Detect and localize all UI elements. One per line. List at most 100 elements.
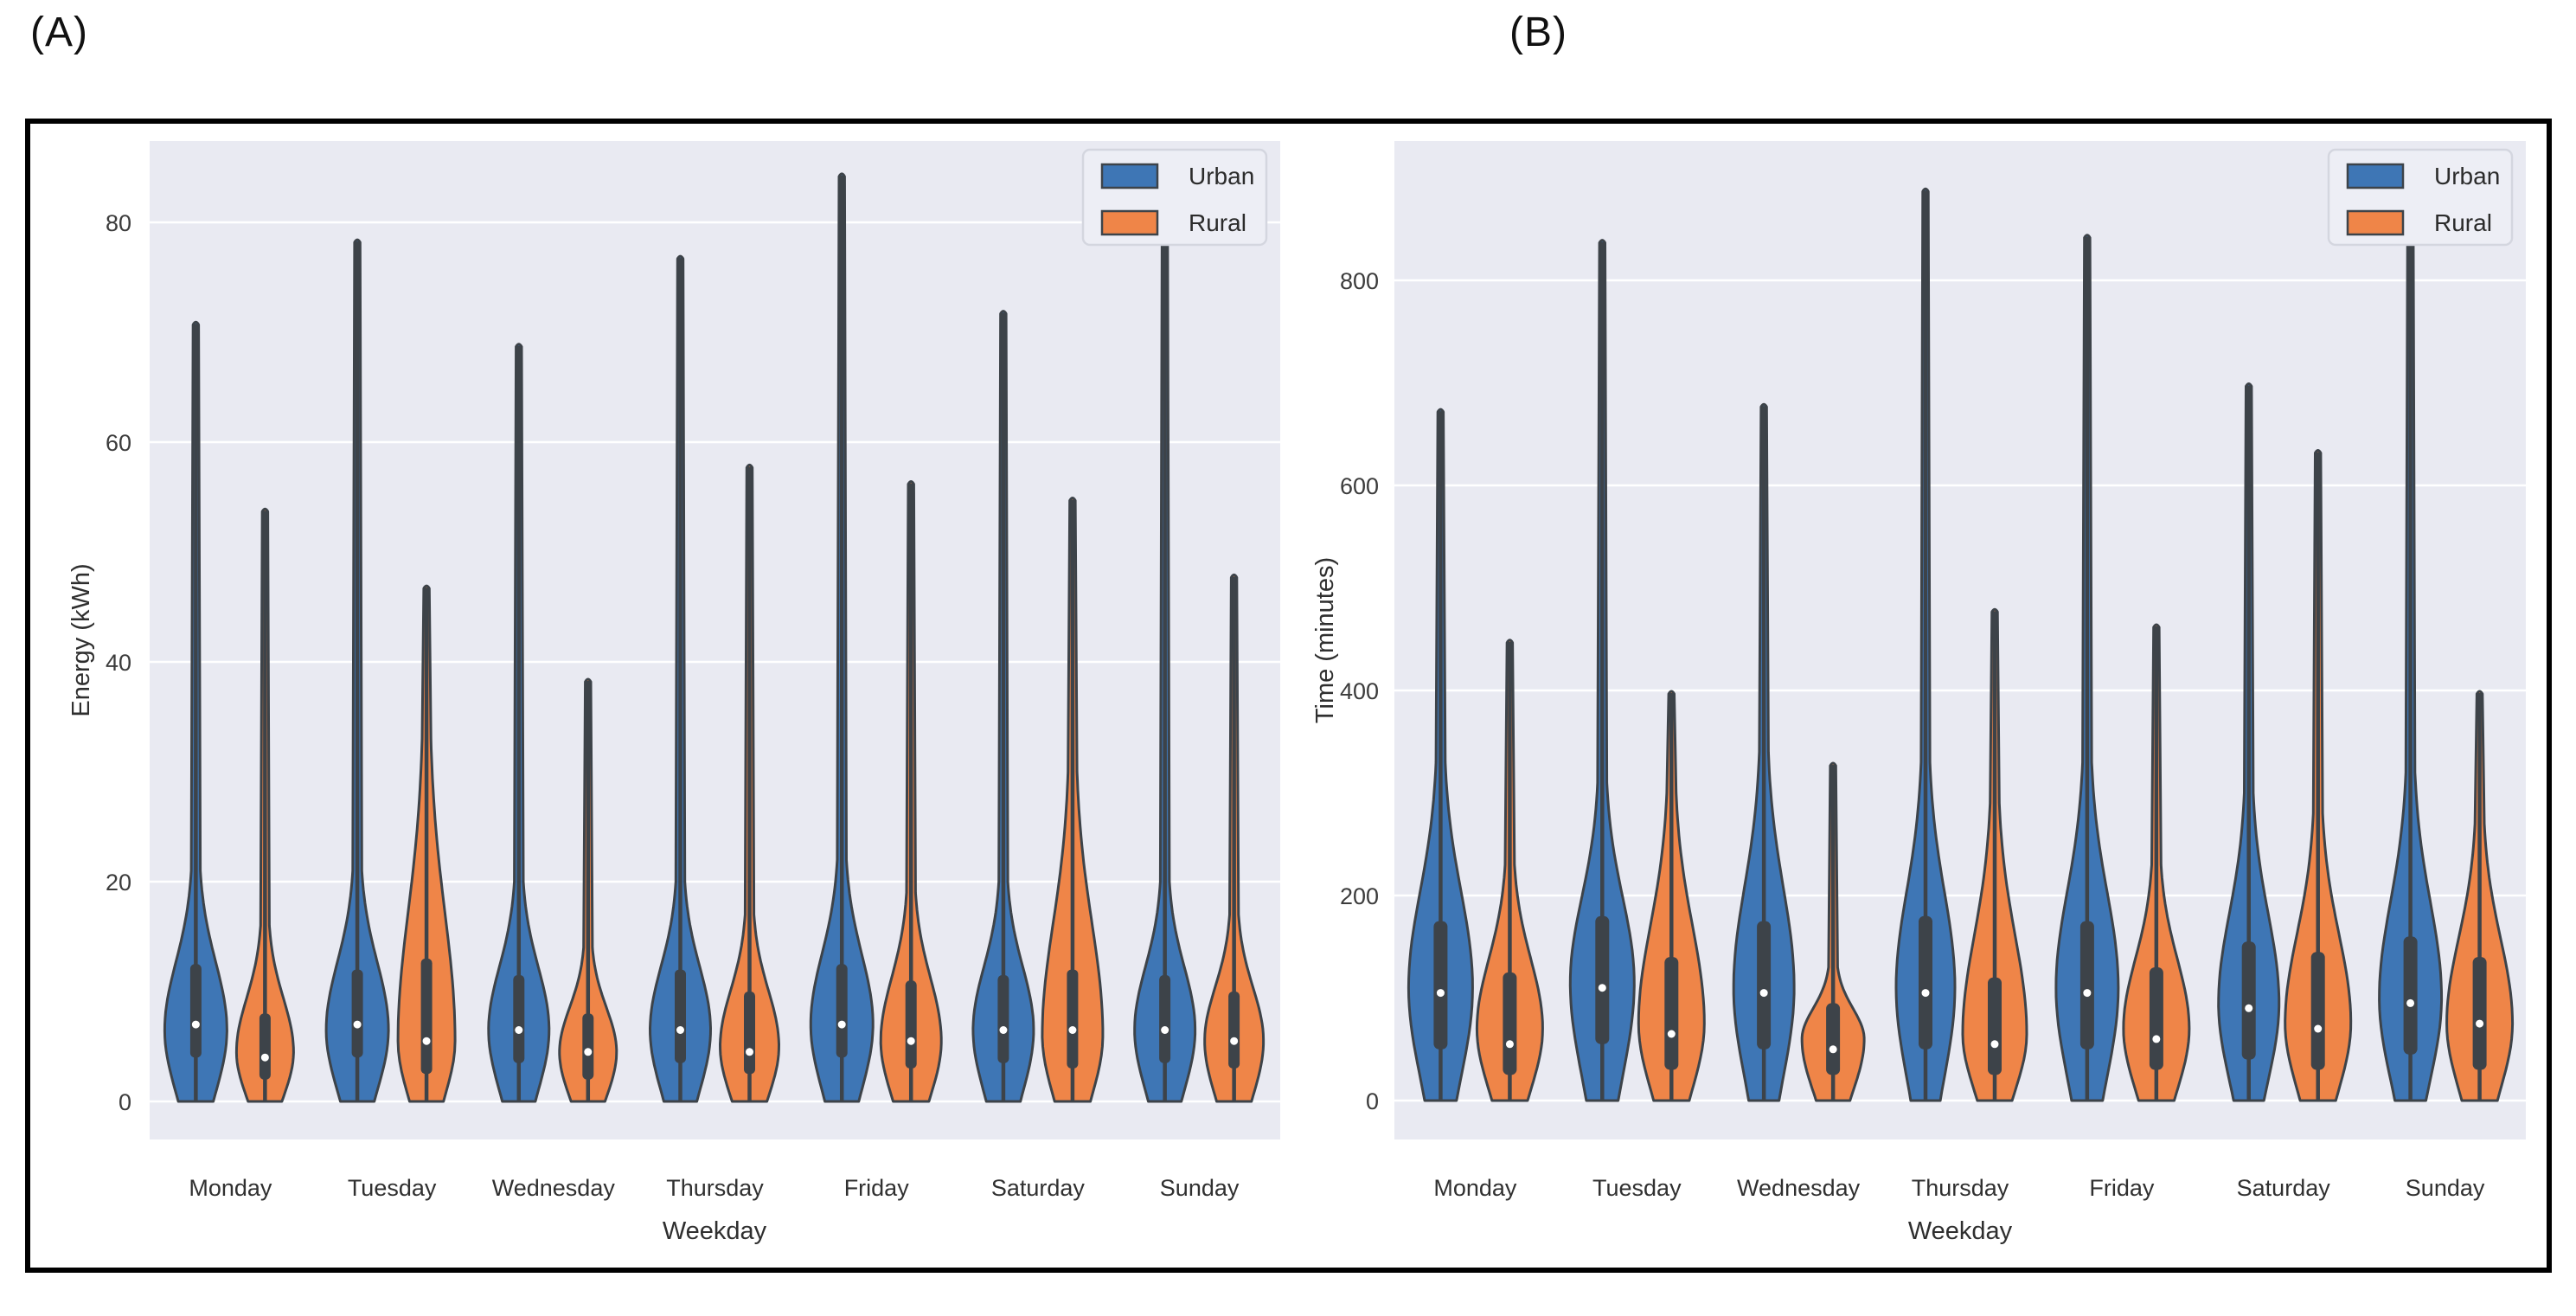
- x-tick-label-wednesday: Wednesday: [492, 1175, 616, 1201]
- panel-a-xlabel: Weekday: [663, 1217, 767, 1245]
- y-tick-label: 60: [106, 430, 131, 456]
- median-dot: [515, 1026, 523, 1034]
- x-tick-label-monday: Monday: [189, 1175, 272, 1201]
- x-tick-label-friday: Friday: [844, 1175, 910, 1201]
- violin-b-thursday-rural: [1961, 607, 2028, 1102]
- median-dot: [191, 1020, 200, 1029]
- median-dot: [2152, 1035, 2161, 1043]
- y-tick-label: 0: [1366, 1088, 1379, 1114]
- iqr-box: [997, 975, 1009, 1063]
- violin-a-monday-urban: [163, 320, 228, 1103]
- violin-b-tuesday-urban: [1568, 239, 1636, 1102]
- x-tick-label-tuesday: Tuesday: [348, 1175, 437, 1201]
- y-tick-label: 400: [1340, 678, 1379, 704]
- iqr-box: [2472, 957, 2487, 1070]
- violin-a-tuesday-rural: [396, 584, 457, 1103]
- panel-b-tick-labels: 0 200 400 600 800 Monday Tuesday Wednesday Thurs…: [1340, 268, 2485, 1201]
- iqr-box: [189, 964, 202, 1058]
- panel-a-label: (A): [30, 10, 88, 55]
- iqr-box: [2403, 936, 2418, 1055]
- iqr-box: [2079, 921, 2094, 1050]
- median-dot: [2083, 989, 2092, 998]
- violin-b-monday-rural: [1475, 639, 1544, 1102]
- median-dot: [1829, 1045, 1837, 1054]
- median-dot: [907, 1037, 915, 1045]
- iqr-box: [2149, 967, 2163, 1070]
- violin-a-wednesday-rural: [558, 677, 618, 1103]
- x-tick-label-sunday: Sunday: [2406, 1175, 2485, 1201]
- panel-a-plot-area: [150, 141, 1280, 1139]
- y-tick-label: 80: [106, 210, 131, 236]
- iqr-box: [513, 975, 525, 1063]
- violin-b-wednesday-rural: [1800, 761, 1866, 1102]
- panel-b-ylabel: Time (minutes): [1311, 557, 1339, 723]
- x-tick-label-wednesday: Wednesday: [1737, 1175, 1861, 1201]
- panel-b-label: (B): [1509, 10, 1567, 55]
- violin-b-thursday-urban: [1894, 187, 1957, 1102]
- median-dot: [584, 1048, 593, 1056]
- iqr-box: [836, 964, 848, 1058]
- iqr-box: [351, 969, 363, 1058]
- panel-b-gridlines: [1394, 279, 2526, 1102]
- legend-label-urban: Urban: [1189, 163, 1254, 189]
- x-tick-label-thursday: Thursday: [1912, 1175, 2009, 1201]
- panel-a-tick-labels: 0 20 40 60 80 Monday Tuesday Wednesday Thursday F…: [106, 210, 1240, 1201]
- iqr-box: [2310, 952, 2325, 1070]
- violin-b-saturday-rural: [2284, 449, 2353, 1102]
- iqr-box: [1067, 969, 1079, 1069]
- iqr-box: [2241, 941, 2256, 1060]
- median-dot: [2476, 1019, 2484, 1028]
- x-tick-label-thursday: Thursday: [666, 1175, 764, 1201]
- iqr-box: [1595, 915, 1610, 1044]
- violin-b-tuesday-rural: [1637, 690, 1706, 1102]
- median-dot: [353, 1020, 362, 1029]
- median-dot: [260, 1053, 269, 1062]
- median-dot: [1161, 1026, 1169, 1034]
- legend-label-urban: Urban: [2434, 163, 2500, 189]
- violin-a-wednesday-urban: [487, 343, 551, 1103]
- iqr-box: [259, 1013, 271, 1080]
- violin-a-friday-rural: [879, 480, 943, 1103]
- violin-a-saturday-rural: [1041, 497, 1105, 1103]
- iqr-box: [675, 969, 686, 1063]
- iqr-box: [1228, 992, 1240, 1069]
- median-dot: [2406, 998, 2415, 1007]
- iqr-box: [1433, 921, 1448, 1050]
- x-tick-label-sunday: Sunday: [1160, 1175, 1240, 1201]
- panel-a-violins: [163, 172, 1266, 1103]
- y-tick-label: 40: [106, 650, 131, 676]
- violin-b-saturday-urban: [2217, 382, 2281, 1102]
- iqr-box: [420, 958, 433, 1075]
- panel-a-ylabel: Energy (kWh): [67, 563, 95, 716]
- violin-b-friday-rural: [2122, 623, 2191, 1102]
- legend-swatch-urban: [2346, 163, 2405, 189]
- violin-a-thursday-rural: [719, 463, 780, 1103]
- median-dot: [1230, 1037, 1239, 1045]
- violin-a-sunday-rural: [1203, 573, 1266, 1103]
- y-tick-label: 20: [106, 870, 131, 896]
- median-dot: [1436, 989, 1445, 998]
- panel-b-xlabel: Weekday: [1908, 1217, 2013, 1245]
- violin-a-thursday-urban: [649, 254, 712, 1103]
- violin-b-friday-urban: [2054, 234, 2120, 1102]
- iqr-box: [1664, 957, 1679, 1070]
- violin-a-tuesday-urban: [324, 238, 390, 1103]
- violin-a-friday-urban: [809, 172, 875, 1103]
- median-dot: [746, 1048, 753, 1056]
- median-dot: [1921, 989, 1930, 998]
- median-dot: [1667, 1030, 1676, 1038]
- median-dot: [837, 1020, 846, 1029]
- median-dot: [2245, 1004, 2253, 1012]
- median-dot: [1505, 1040, 1514, 1049]
- y-tick-label: 200: [1340, 883, 1379, 909]
- iqr-box: [1919, 915, 1932, 1050]
- y-tick-label: 800: [1340, 268, 1379, 294]
- iqr-box: [1503, 972, 1517, 1075]
- iqr-box: [744, 992, 755, 1075]
- legend-label-rural: Rural: [2434, 209, 2492, 236]
- median-dot: [422, 1037, 431, 1045]
- panel-b-plot-area: [1394, 141, 2526, 1139]
- iqr-box: [1826, 1003, 1841, 1075]
- panel-a-legend: Urban Rural: [1081, 148, 1268, 247]
